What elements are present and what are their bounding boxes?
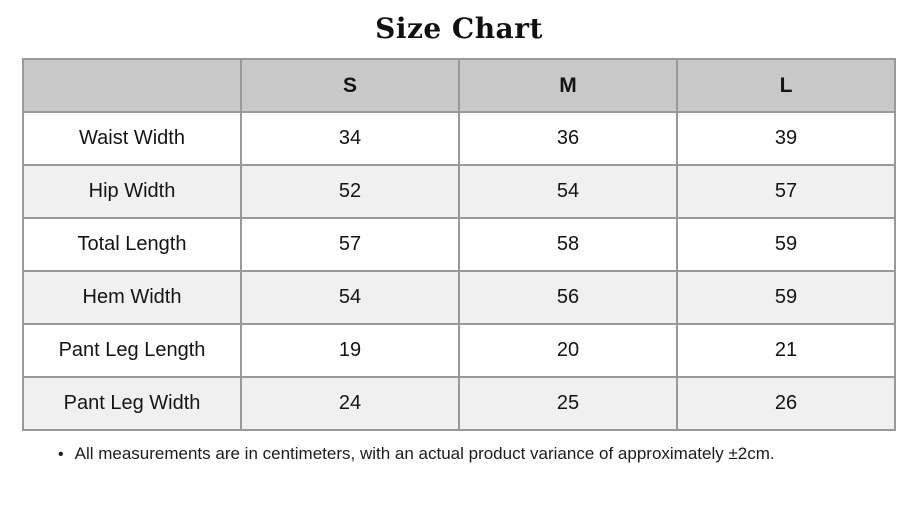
cell-value: 54	[458, 164, 678, 219]
cell-value: 57	[240, 217, 460, 272]
cell-value: 59	[676, 217, 896, 272]
row-label: Pant Leg Width	[22, 376, 242, 431]
cell-value: 59	[676, 270, 896, 325]
table-row: Hip Width 52 54 57	[22, 164, 896, 219]
table-row: Hem Width 54 56 59	[22, 270, 896, 325]
cell-value: 21	[676, 323, 896, 378]
page-title: Size Chart	[375, 12, 543, 45]
cell-value: 39	[676, 111, 896, 166]
table-row: Pant Leg Length 19 20 21	[22, 323, 896, 378]
table-row: Total Length 57 58 59	[22, 217, 896, 272]
cell-value: 58	[458, 217, 678, 272]
row-label: Total Length	[22, 217, 242, 272]
row-label: Hip Width	[22, 164, 242, 219]
cell-value: 54	[240, 270, 460, 325]
cell-value: 24	[240, 376, 460, 431]
footnote-text: All measurements are in centimeters, wit…	[74, 444, 775, 463]
cell-value: 34	[240, 111, 460, 166]
row-label: Pant Leg Length	[22, 323, 242, 378]
cell-value: 36	[458, 111, 678, 166]
cell-value: 57	[676, 164, 896, 219]
cell-value: 26	[676, 376, 896, 431]
header-cell-size-l: L	[676, 58, 896, 113]
cell-value: 25	[458, 376, 678, 431]
cell-value: 52	[240, 164, 460, 219]
header-cell-size-s: S	[240, 58, 460, 113]
header-cell-blank	[22, 58, 242, 113]
cell-value: 56	[458, 270, 678, 325]
footnote-bullet: •	[58, 446, 64, 463]
table-row: Pant Leg Width 24 25 26	[22, 376, 896, 431]
row-label: Hem Width	[22, 270, 242, 325]
cell-value: 19	[240, 323, 460, 378]
header-cell-size-m: M	[458, 58, 678, 113]
footnote: • All measurements are in centimeters, w…	[58, 444, 918, 464]
table-row: Waist Width 34 36 39	[22, 111, 896, 166]
row-label: Waist Width	[22, 111, 242, 166]
cell-value: 20	[458, 323, 678, 378]
table-header-row: S M L	[22, 58, 896, 113]
size-chart-table: S M L Waist Width 34 36 39 Hip Width 52 …	[22, 58, 896, 431]
